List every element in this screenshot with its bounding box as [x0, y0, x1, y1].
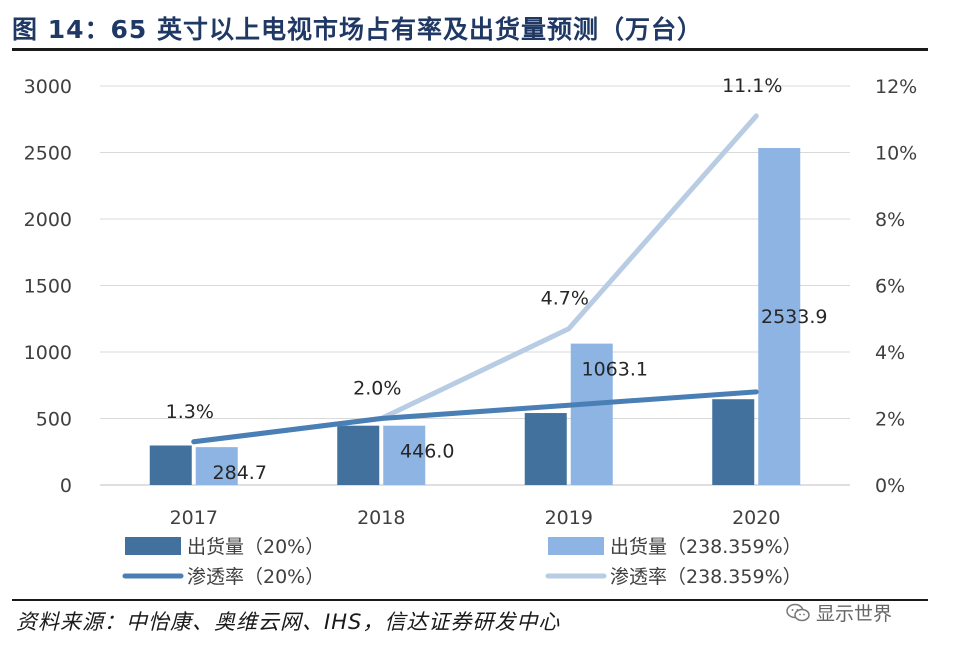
line-data-label: 11.1% — [722, 75, 782, 97]
bar-shipment-20 — [524, 413, 567, 485]
data-labels: 284.7 446.0 1063.1 2533.9 1.3% 2.0% 4.7% 11.1% — [166, 75, 828, 484]
bars — [149, 147, 801, 485]
y-right-tick-label: 0% — [875, 475, 905, 497]
bar-shipment-238 — [570, 343, 613, 485]
legend-swatch — [125, 537, 181, 555]
bar-data-label: 2533.9 — [761, 306, 827, 328]
x-tick-label: 2020 — [732, 507, 780, 529]
legend-label: 渗透率（238.359%） — [610, 566, 802, 588]
bar-shipment-238 — [195, 447, 238, 485]
bar-shipment-20 — [337, 425, 380, 485]
lines — [191, 113, 759, 445]
y-left-tick-label: 500 — [36, 409, 72, 431]
bar-data-label: 284.7 — [213, 462, 267, 484]
y-right-tick-label: 10% — [875, 143, 917, 165]
bar-shipment-20 — [712, 399, 755, 485]
bar-shipment-20 — [149, 445, 192, 485]
legend-label: 渗透率（20%） — [187, 566, 324, 588]
line-data-label: 1.3% — [166, 401, 214, 423]
bar-shipment-238 — [383, 425, 426, 485]
axis-labels: 0 500 1000 1500 2000 2500 3000 0% 2% 4% 6% 8% 10% 12%… — [24, 76, 918, 529]
x-tick-label: 2019 — [545, 507, 593, 529]
line-penetration-20 — [191, 389, 759, 445]
line-data-label: 2.0% — [353, 378, 401, 400]
x-tick-label: 2017 — [170, 507, 218, 529]
y-left-tick-label: 2000 — [24, 209, 72, 231]
combo-chart: 0 500 1000 1500 2000 2500 3000 0% 2% 4% 6% 8% 10% 12%… — [24, 75, 918, 588]
y-left-tick-label: 1500 — [24, 276, 72, 298]
line-penetration-238 — [191, 113, 759, 445]
y-left-tick-label: 3000 — [24, 76, 72, 98]
source-divider — [12, 599, 928, 601]
y-right-tick-label: 6% — [875, 276, 905, 298]
legend-label: 出货量（238.359%） — [610, 536, 802, 558]
page-title: 图 14：65 英寸以上电视市场占有率及出货量预测（万台） — [12, 15, 703, 44]
bar-shipment-238 — [758, 147, 801, 485]
y-right-tick-label: 4% — [875, 342, 905, 364]
wechat-icon — [786, 603, 810, 621]
y-left-tick-label: 1000 — [24, 342, 72, 364]
bar-data-label: 446.0 — [400, 441, 454, 463]
bar-data-label: 1063.1 — [582, 359, 648, 381]
y-left-tick-label: 0 — [60, 475, 72, 497]
y-right-tick-label: 2% — [875, 409, 905, 431]
y-right-tick-label: 8% — [875, 209, 905, 231]
watermark: 显示世界 — [786, 599, 892, 626]
x-tick-label: 2018 — [357, 507, 405, 529]
title-divider — [12, 48, 928, 51]
legend-swatch — [548, 537, 604, 555]
y-right-tick-label: 12% — [875, 76, 917, 98]
legend-label: 出货量（20%） — [187, 536, 324, 558]
watermark-text: 显示世界 — [816, 603, 893, 625]
source-note: 资料来源：中怡康、奥维云网、IHS，信达证券研发中心 — [16, 610, 561, 634]
legend: 出货量（20%） 出货量（238.359%） 渗透率（20%） 渗透率（238.359… — [122, 536, 802, 588]
y-left-tick-label: 2500 — [24, 143, 72, 165]
line-data-label: 4.7% — [541, 288, 589, 310]
